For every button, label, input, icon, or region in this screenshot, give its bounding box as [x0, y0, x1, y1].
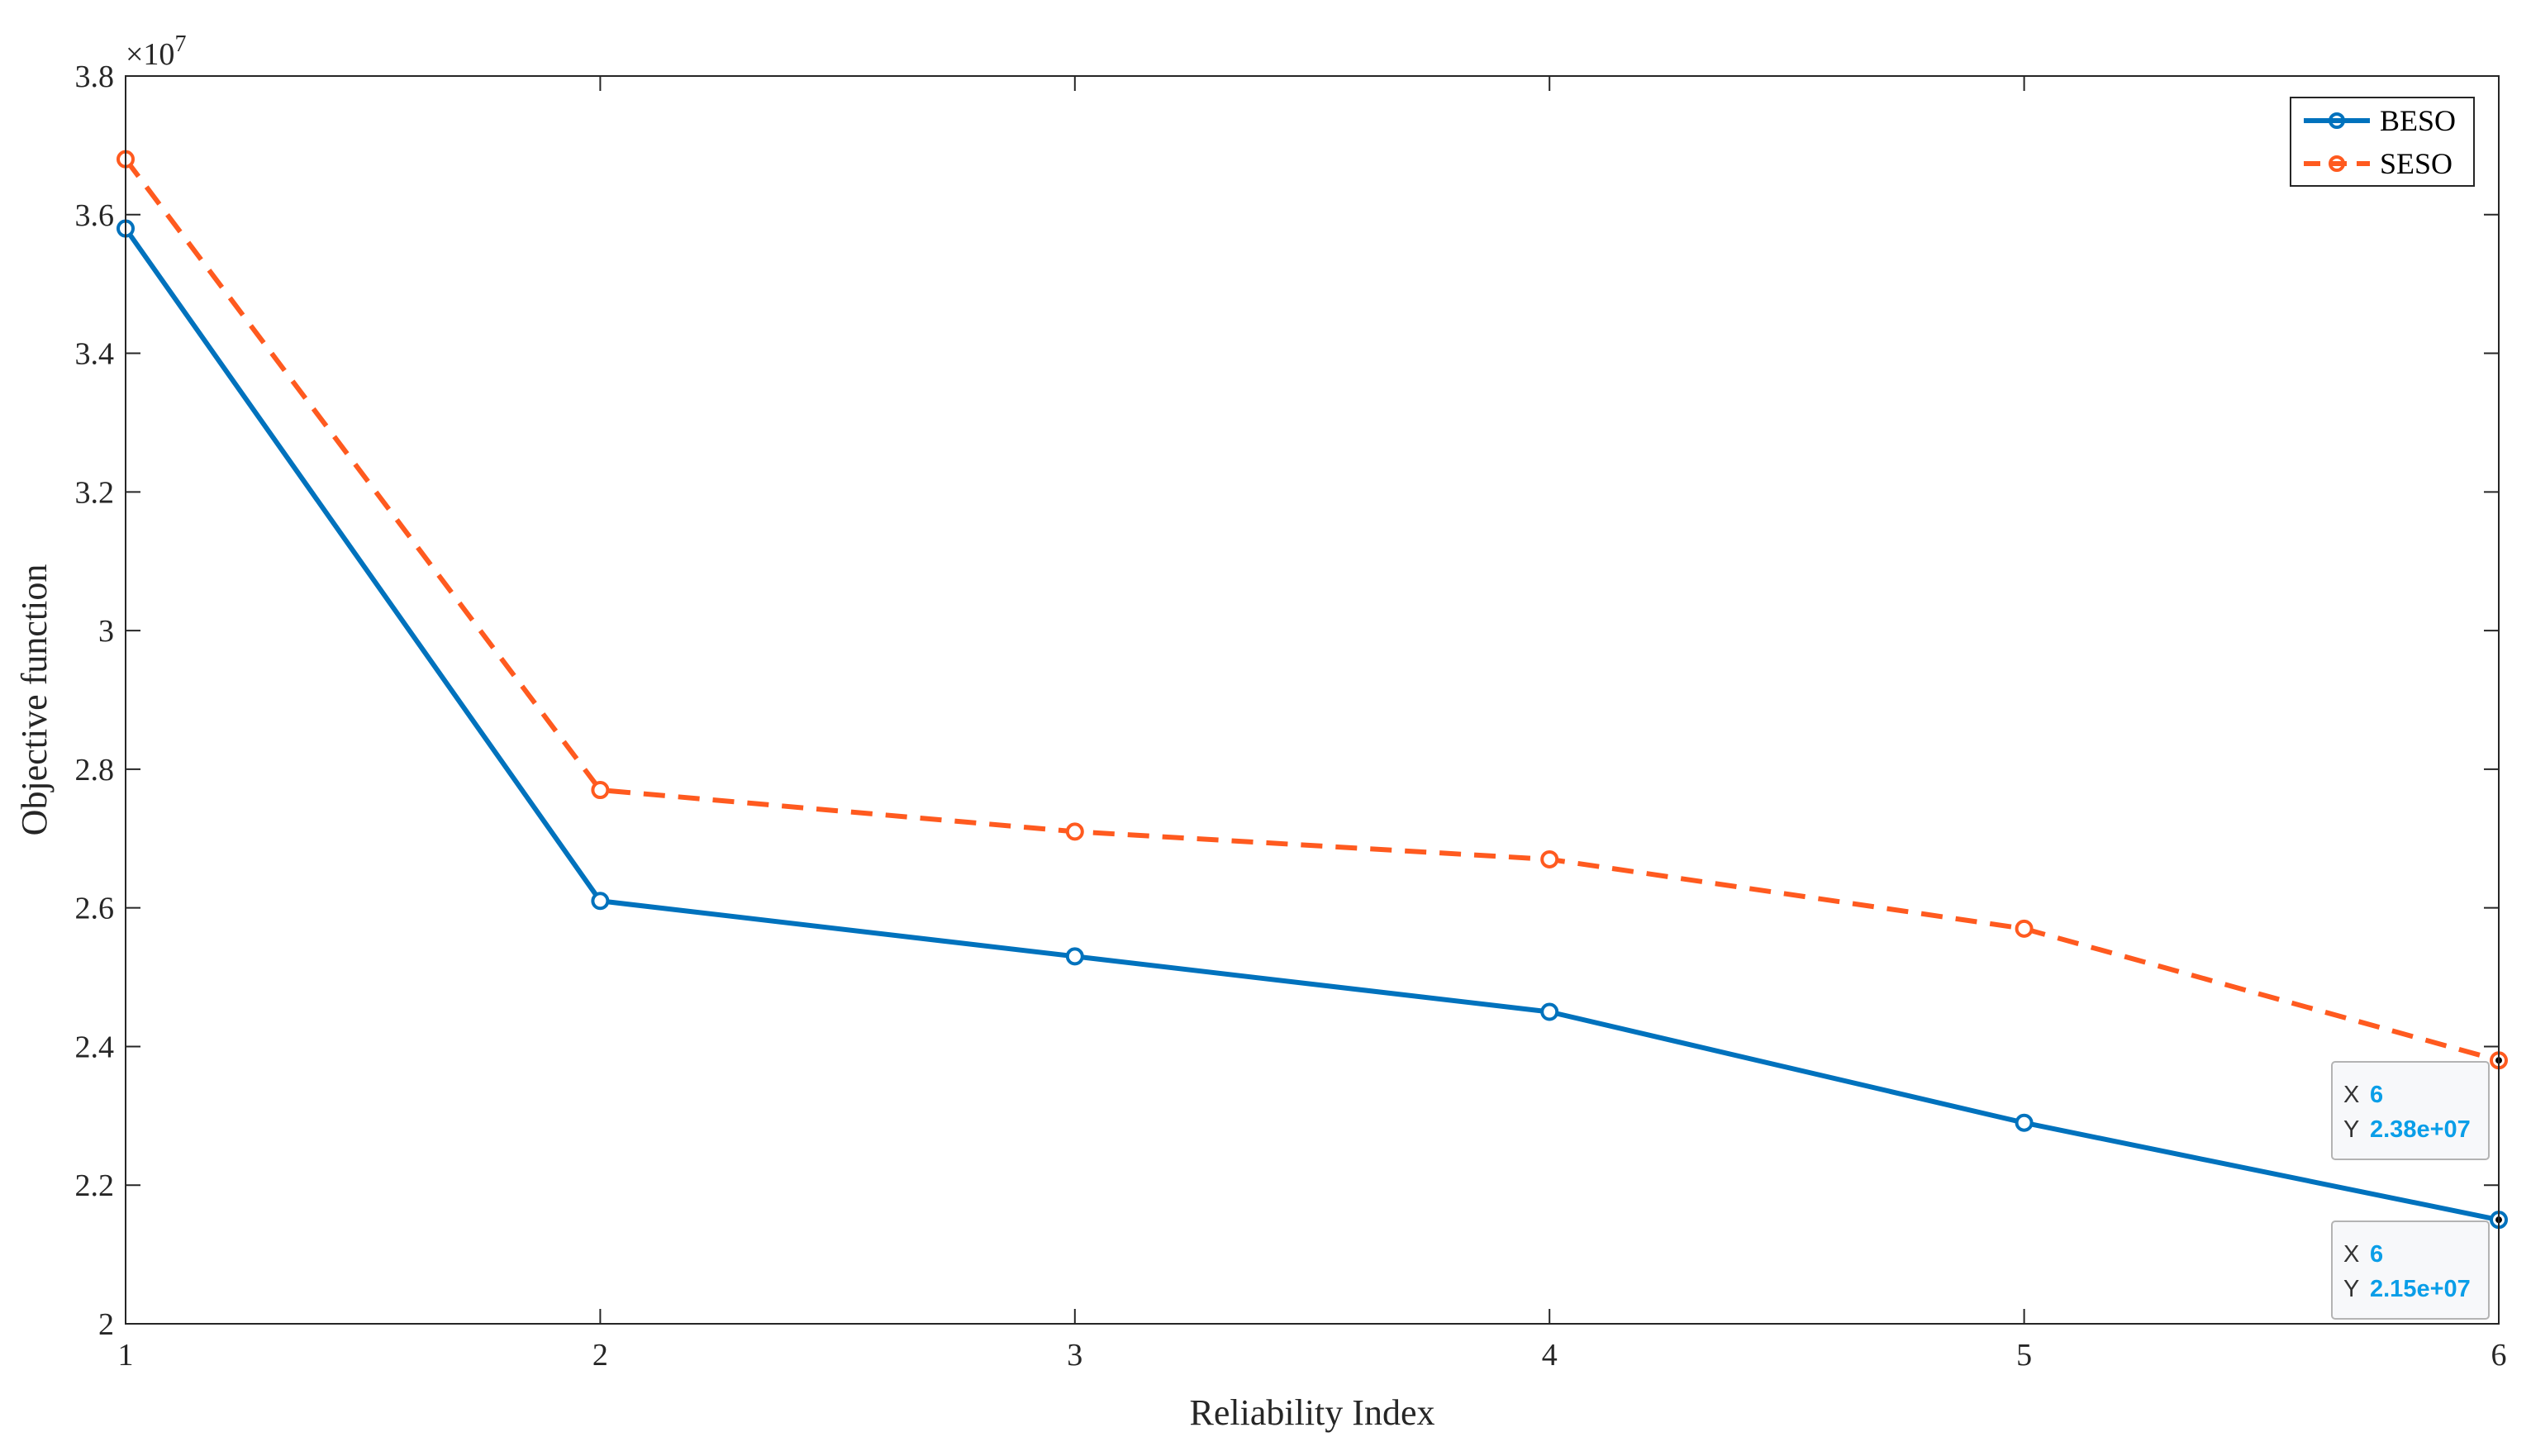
x-tick-label: 2: [592, 1338, 608, 1373]
datatip-beso-y-value: 2.15e+07: [2370, 1276, 2471, 1302]
data-point-seso[interactable]: [1540, 849, 1559, 868]
y-tick-label: 2.6: [75, 892, 115, 926]
y-tick-label: 2: [98, 1307, 114, 1342]
x-tick-label: 5: [2016, 1338, 2032, 1373]
legend-box: [2290, 97, 2475, 187]
x-tick-label: 3: [1067, 1338, 1082, 1373]
datatip-beso-x-label: X: [2343, 1241, 2359, 1268]
plot-frame: [125, 75, 2500, 1325]
series-layer: [117, 150, 2508, 1230]
data-point-beso[interactable]: [1065, 947, 1084, 966]
series-line-seso: [123, 157, 2500, 1063]
data-point-seso[interactable]: [2015, 919, 2034, 938]
data-point-seso[interactable]: [591, 781, 610, 800]
y-tick-label: 3.6: [75, 198, 115, 233]
data-point-seso[interactable]: [1065, 822, 1084, 841]
x-tick-label: 6: [2491, 1338, 2507, 1373]
legend-seso-marker: [2329, 155, 2345, 172]
y-exponent-label: ×107: [126, 31, 186, 72]
data-point-beso[interactable]: [591, 892, 610, 911]
datatip-beso-y-label: Y: [2343, 1276, 2359, 1302]
x-tick-label: 4: [1542, 1338, 1558, 1373]
y-tick-label: 2.2: [75, 1168, 115, 1203]
y-tick-label: 2.8: [75, 753, 115, 787]
y-tick-label: 3.2: [75, 475, 115, 510]
legend: BESO SESO: [2290, 97, 2475, 187]
y-axis-label: Objective function: [14, 564, 55, 836]
x-axis-label: Reliability Index: [1190, 1392, 1435, 1433]
data-point-beso[interactable]: [1540, 1002, 1559, 1021]
legend-beso-label: BESO: [2380, 104, 2456, 137]
y-tick-label: 3.4: [75, 337, 115, 372]
y-tick-label: 3.8: [75, 59, 115, 94]
datatip-seso-box: [2331, 1061, 2490, 1160]
datatip-seso-x-label: X: [2343, 1082, 2359, 1108]
series-line-beso: [123, 226, 2500, 1223]
datatip-beso-box: [2331, 1220, 2490, 1320]
datatip-seso-x-value: 6: [2370, 1082, 2383, 1108]
y-axis-ticks: 2 2.2 2.4 2.6 2.8 3 3.2 3.4 3.6 3.8: [75, 59, 2499, 1342]
datatip-beso[interactable]: X 6 Y 2.15e+07: [2331, 1220, 2490, 1320]
datatip-seso[interactable]: X 6 Y 2.38e+07: [2331, 1061, 2490, 1160]
legend-seso-label: SESO: [2380, 147, 2453, 180]
legend-beso-marker: [2329, 112, 2345, 129]
data-point-beso[interactable]: [2015, 1113, 2034, 1132]
datatip-seso-y-value: 2.38e+07: [2370, 1116, 2471, 1143]
datatip-seso-y-label: Y: [2343, 1116, 2359, 1143]
x-axis-ticks: 1 2 3 4 5 6: [118, 76, 2507, 1373]
plot-area: [126, 76, 2499, 1324]
y-tick-label: 2.4: [75, 1030, 115, 1064]
datatip-beso-x-value: 6: [2370, 1241, 2383, 1268]
y-tick-label: 3: [98, 614, 114, 649]
x-tick-label: 1: [118, 1338, 134, 1373]
